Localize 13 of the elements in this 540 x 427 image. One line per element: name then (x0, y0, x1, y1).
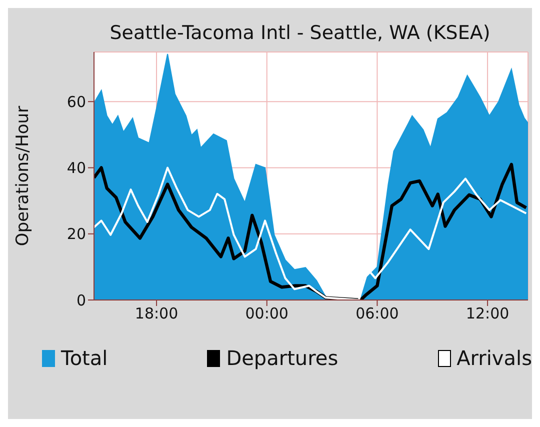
y-tick-label: 20 (66, 225, 86, 244)
legend-label: Departures (226, 346, 338, 370)
y-tick-label: 40 (66, 159, 86, 178)
x-tick-label: 00:00 (245, 304, 288, 323)
y-tick-label: 60 (66, 92, 86, 111)
x-tick-label: 18:00 (134, 304, 178, 323)
y-tick-label: 0 (76, 291, 86, 310)
legend-label: Total (61, 346, 108, 370)
x-tick-label: 06:00 (356, 304, 399, 323)
chart-title: Seattle-Tacoma Intl - Seattle, WA (KSEA) (108, 21, 492, 44)
x-tick-label: 12:00 (466, 304, 510, 323)
legend-label: Arrivals (456, 346, 532, 370)
y-axis-title: Operations/Hour (13, 106, 34, 246)
